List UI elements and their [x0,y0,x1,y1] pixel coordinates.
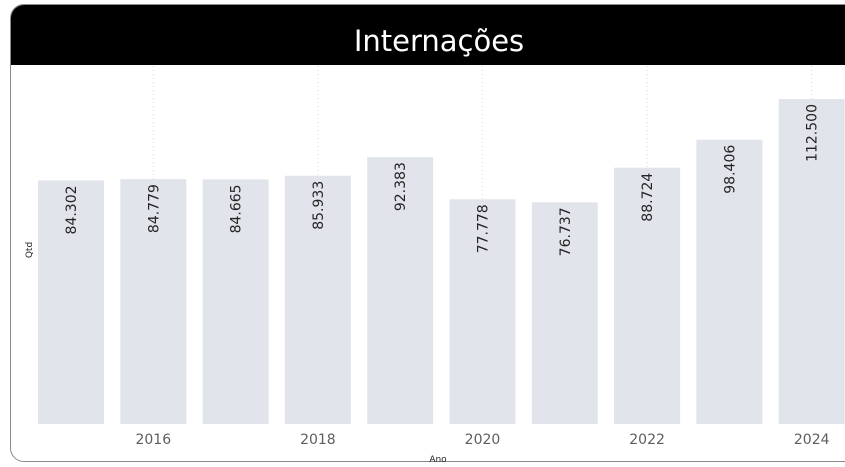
bar-2016[interactable] [120,179,187,424]
data-label: 84.665 [229,184,245,233]
chart-title: Internações [353,24,525,58]
data-label: 88.724 [640,173,656,222]
bar-2015[interactable] [38,180,104,424]
x-tick-label: 2016 [135,432,171,448]
data-label: 92.383 [393,162,409,211]
x-tick-label: 2018 [300,432,336,448]
data-label: 98.406 [722,145,738,194]
x-tick-label: 2020 [465,432,501,448]
data-label: 84.302 [64,185,80,234]
data-label: 112.500 [805,104,821,162]
bar-2021[interactable] [531,202,598,424]
x-axis-title: Ano [429,455,447,465]
data-label: 76.737 [558,207,574,256]
bar-2017[interactable] [202,179,269,424]
bar-2019[interactable] [367,157,434,424]
chart-header [11,5,845,65]
y-axis-title: Qtd [25,242,35,258]
data-label: 77.778 [476,204,492,253]
bar-2020[interactable] [449,199,516,424]
x-tick-label: 2024 [794,432,830,448]
data-label: 85.933 [311,181,327,230]
bar-2022[interactable] [614,167,681,424]
bar-2018[interactable] [284,175,351,424]
data-label: 84.779 [146,184,162,233]
bar-2023[interactable] [696,139,763,424]
x-tick-label: 2022 [629,432,665,448]
bar-2024[interactable] [778,99,845,424]
